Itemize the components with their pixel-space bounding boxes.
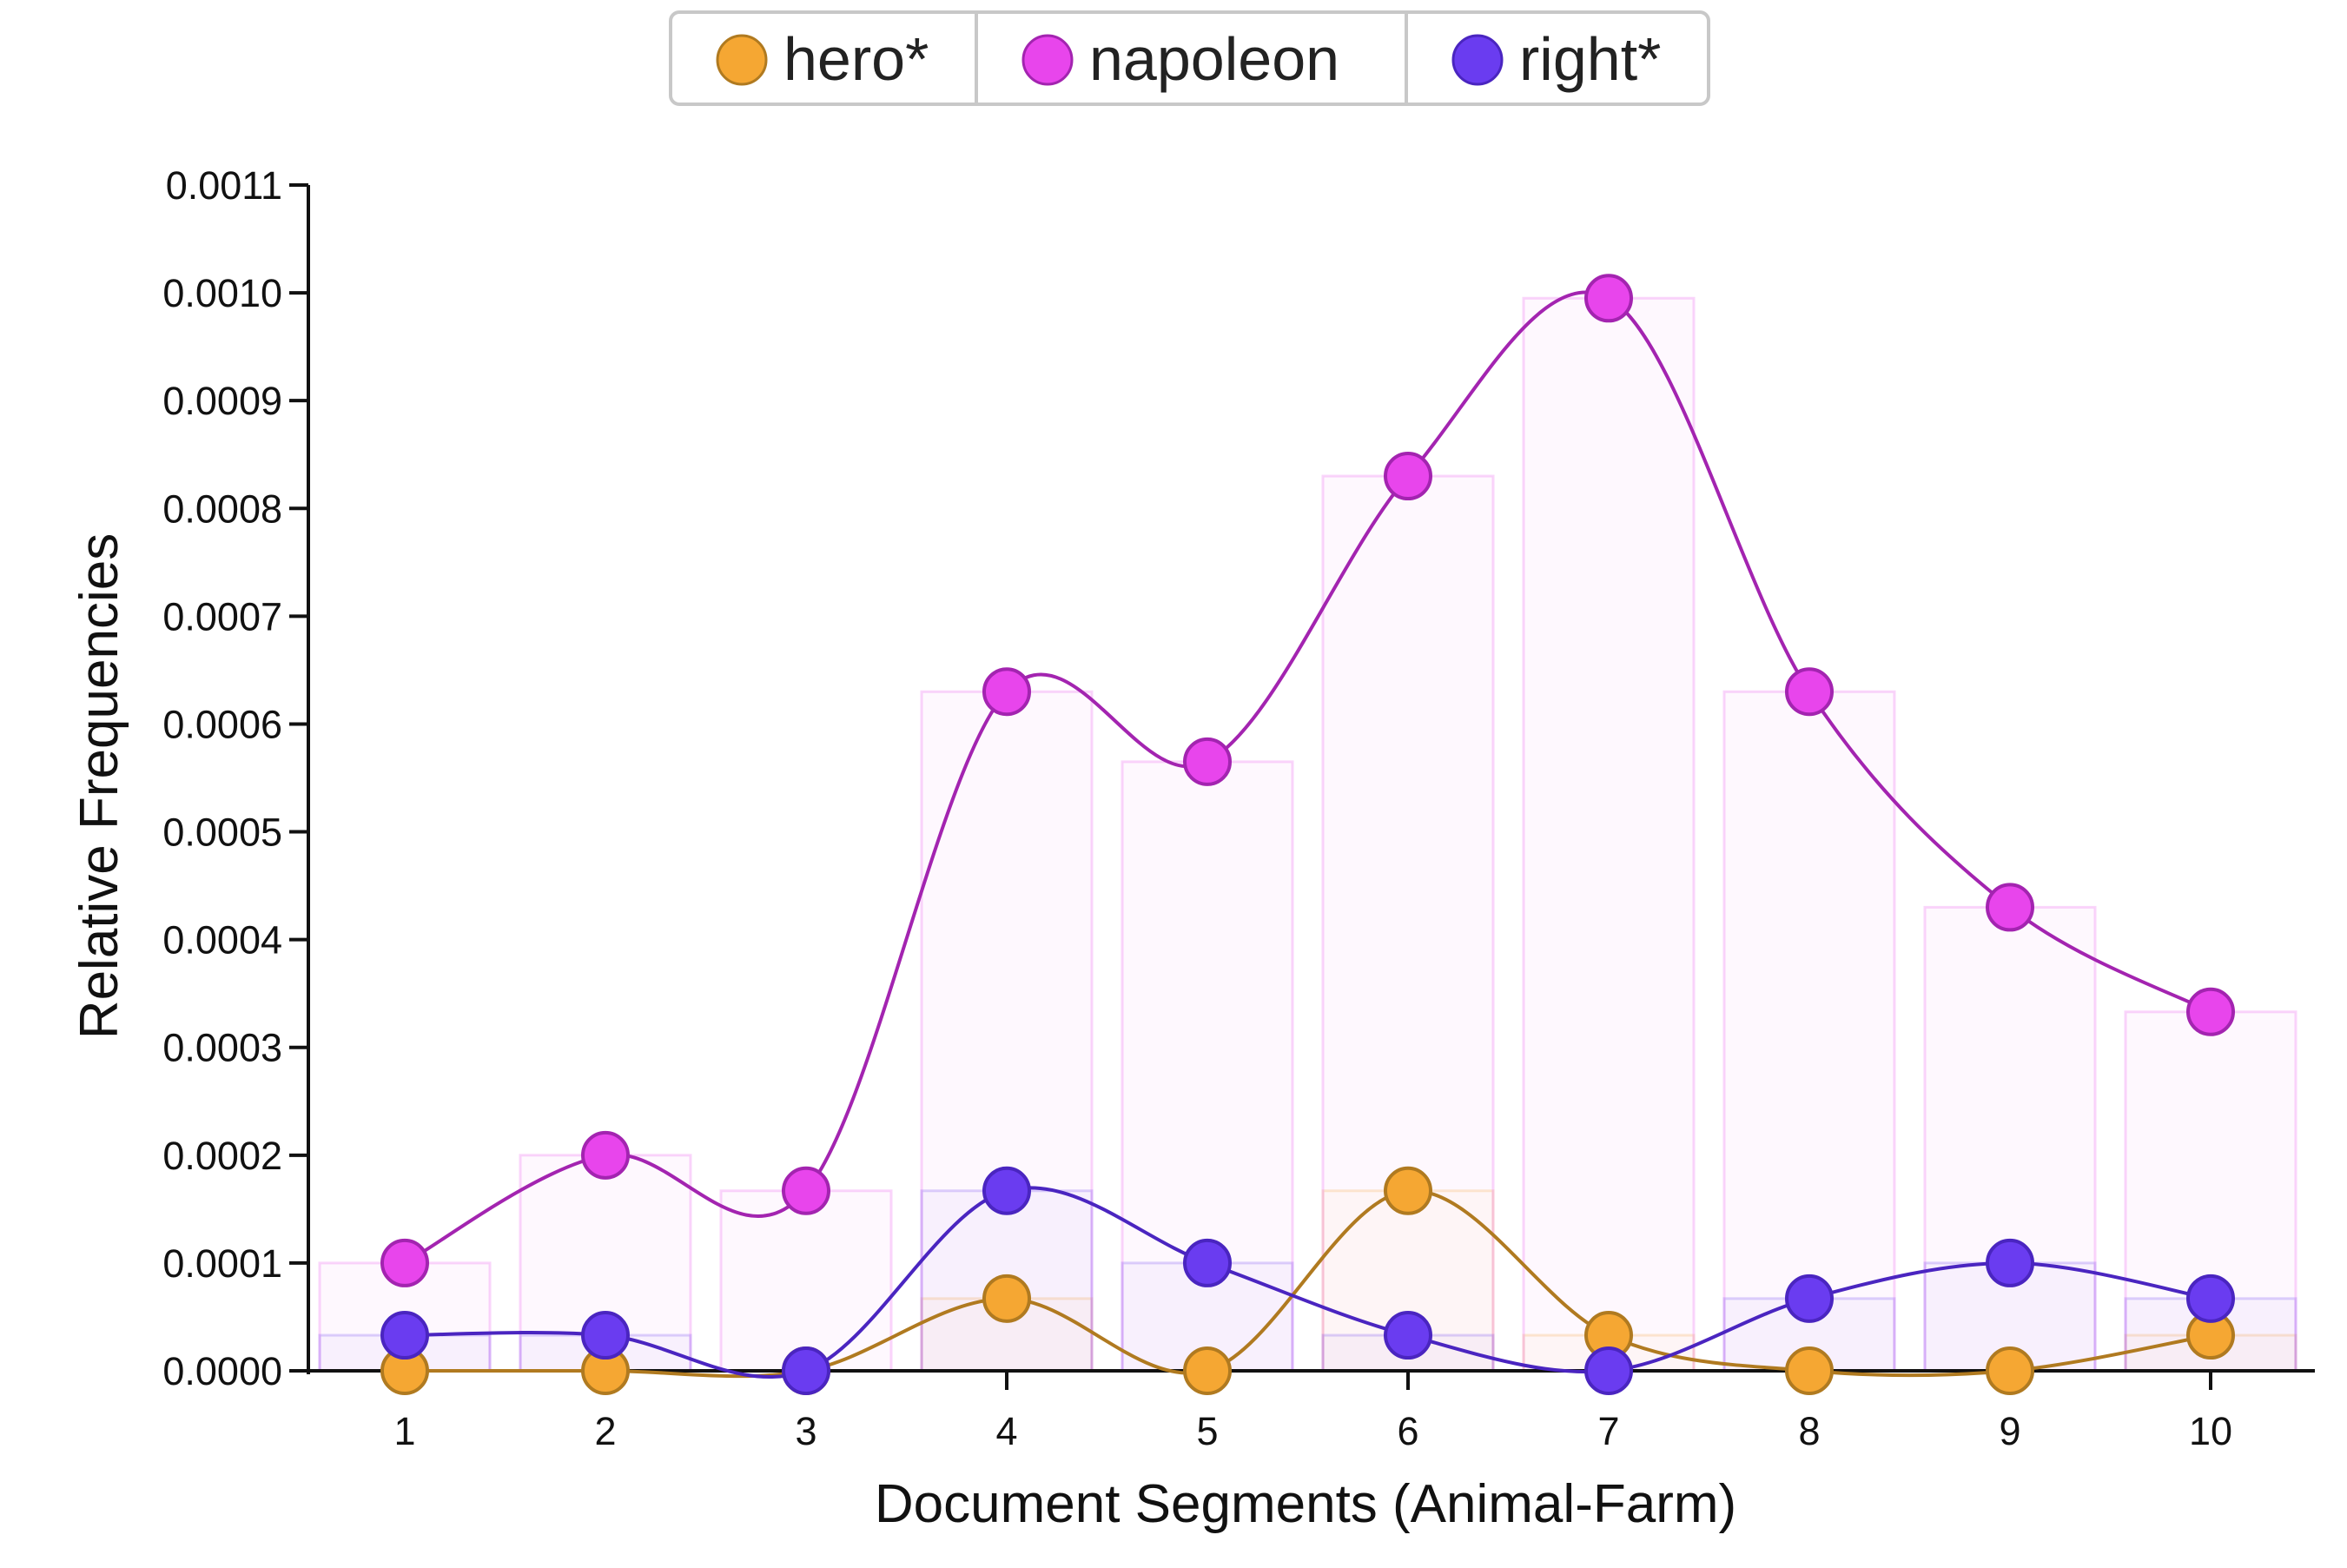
line-right [404,1186,2211,1379]
point-hero [982,1274,1031,1323]
y-tick-label: 0.0011 [166,163,282,208]
legend-label-hero: hero* [783,25,929,93]
legend-swatch-hero [716,34,768,86]
point-right [2186,1274,2235,1323]
point-right [1785,1274,1834,1323]
point-napoleon [1183,737,1232,786]
x-tick-label: 1 [393,1409,415,1453]
y-axis-title: Relative Frequencies [69,533,129,1039]
y-tick-label: 0.0005 [162,810,282,855]
y-tick-label: 0.0004 [162,918,282,963]
y-tick-label: 0.0007 [162,594,282,638]
bar-napoleon [1923,905,2097,1373]
y-tick-label: 0.0002 [162,1134,282,1178]
point-napoleon [581,1130,630,1180]
point-napoleon [1384,452,1432,501]
point-hero [1986,1346,2034,1395]
bar-napoleon [1321,474,1495,1373]
legend-swatch-napoleon [1021,34,1074,86]
legend-box [669,10,1710,106]
x-axis-title: Document Segments (Animal-Farm) [875,1474,1736,1534]
x-tick-label: 2 [594,1409,616,1453]
point-napoleon [1785,667,1834,717]
y-tick-label: 0.0006 [162,702,282,746]
point-right [782,1346,830,1395]
point-hero [1785,1346,1834,1395]
x-tick-label: 9 [1999,1409,2020,1453]
legend-swatch-right [1451,34,1504,86]
x-tick-label: 8 [1798,1409,1820,1453]
bar-napoleon [1522,296,1696,1373]
point-napoleon [982,667,1031,717]
x-tick-label: 4 [995,1409,1017,1453]
axes: Relative Frequencies Document Segments (… [69,163,2315,1534]
legend: hero* napoleon right* [669,10,1710,106]
y-tick-label: 0.0000 [162,1349,282,1393]
point-right [380,1311,429,1360]
point-napoleon [782,1166,830,1215]
point-napoleon [1584,274,1633,323]
point-right [581,1311,630,1360]
line-hero [404,1188,2211,1379]
y-tick-label: 0.0001 [162,1241,282,1286]
point-right [1584,1346,1633,1395]
bar-napoleon [1722,690,1896,1373]
y-tick-label: 0.0010 [162,271,282,315]
lines-layer [404,290,2211,1379]
x-tick-label: 5 [1196,1409,1218,1453]
bar-napoleon [719,1189,893,1373]
point-right [1384,1311,1432,1360]
x-tick-label: 6 [1397,1409,1418,1453]
x-tick-label: 3 [795,1409,816,1453]
y-tick-label: 0.0003 [162,1026,282,1070]
point-right [1183,1238,1232,1287]
point-hero [1183,1346,1232,1395]
bars-layer [318,296,2297,1373]
legend-label-napoleon: napoleon [1089,25,1339,93]
y-tick-label: 0.0008 [162,486,282,531]
point-napoleon [2186,987,2235,1036]
point-hero [1384,1166,1432,1215]
point-napoleon [1986,883,2034,932]
point-right [1986,1238,2034,1287]
x-tick-label: 10 [2189,1409,2232,1453]
legend-label-right: right* [1519,25,1661,93]
line-napoleon [404,290,2211,1265]
points-layer [380,274,2235,1395]
point-napoleon [380,1238,429,1287]
point-right [982,1166,1031,1215]
y-tick-label: 0.0009 [162,379,282,423]
x-tick-label: 7 [1597,1409,1619,1453]
